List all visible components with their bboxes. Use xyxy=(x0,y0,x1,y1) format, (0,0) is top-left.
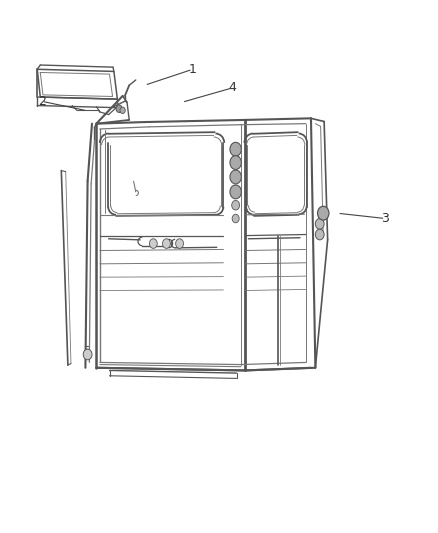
Circle shape xyxy=(230,185,241,199)
Circle shape xyxy=(176,239,184,248)
Circle shape xyxy=(318,206,329,220)
Text: 3: 3 xyxy=(381,212,389,225)
Circle shape xyxy=(83,349,92,360)
Circle shape xyxy=(230,170,241,184)
Circle shape xyxy=(120,107,125,114)
Circle shape xyxy=(162,239,170,248)
Text: 2: 2 xyxy=(38,95,46,108)
Circle shape xyxy=(149,239,157,248)
Text: 1: 1 xyxy=(189,63,197,76)
Circle shape xyxy=(232,214,239,223)
Circle shape xyxy=(315,229,324,240)
Circle shape xyxy=(230,156,241,169)
Circle shape xyxy=(116,105,122,112)
Circle shape xyxy=(315,219,324,229)
Text: 4: 4 xyxy=(228,82,236,94)
Circle shape xyxy=(232,200,240,210)
Circle shape xyxy=(230,142,241,156)
